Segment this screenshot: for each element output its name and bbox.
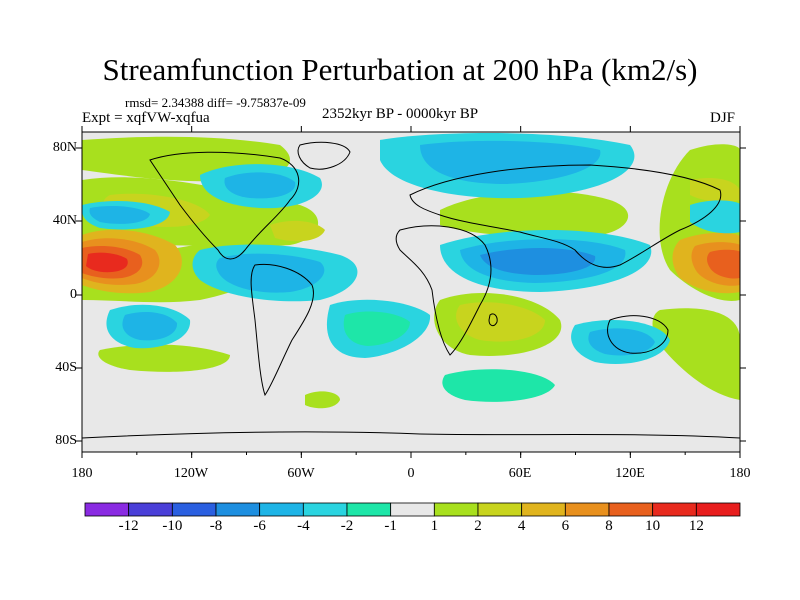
lon-label-120e: 120E xyxy=(615,466,645,481)
colorbar-swatch xyxy=(652,502,697,517)
colorbar-swatch xyxy=(433,502,479,517)
colorbar-label: -8 xyxy=(209,518,223,534)
colorbar-swatch xyxy=(477,502,523,517)
stats-text: rmsd= 2.34388 diff= -9.75837e-09 xyxy=(125,95,306,110)
lat-label-80n: 80N xyxy=(52,140,77,155)
colorbar-label: 4 xyxy=(517,518,526,534)
coast-north-america xyxy=(149,151,300,260)
colorbar-label: -4 xyxy=(297,518,310,534)
colorbar-swatch xyxy=(608,502,654,517)
colorbar-swatch xyxy=(346,502,392,517)
coast-antarctica xyxy=(82,431,740,439)
colorbar-swatch xyxy=(695,502,741,517)
colorbar-label: -2 xyxy=(340,518,354,534)
colorbar-swatch xyxy=(215,502,261,517)
experiment-label: Expt = xqfVW-xqfua xyxy=(82,110,210,126)
lon-label-180w: 180 xyxy=(71,466,93,481)
colorbar xyxy=(84,502,741,517)
colorbar-swatch xyxy=(128,502,173,517)
colorbar-swatch xyxy=(564,502,610,517)
coast-eurasia xyxy=(409,164,722,268)
colorbar-label: -1 xyxy=(384,518,397,534)
lon-label-180e: 180 xyxy=(729,466,751,481)
coastlines xyxy=(82,141,740,439)
colorbar-label: -12 xyxy=(118,518,139,534)
lon-label-0: 0 xyxy=(407,466,415,481)
colorbar-label: 1 xyxy=(430,518,439,534)
lat-label-80s: 80S xyxy=(55,433,77,448)
axis-ticks xyxy=(76,126,746,458)
season-label: DJF xyxy=(710,110,736,126)
coast-africa xyxy=(395,225,492,356)
lat-label-40s: 40S xyxy=(55,360,77,375)
lon-label-60e: 60E xyxy=(508,466,532,481)
lat-label-40n: 40N xyxy=(52,213,77,228)
colorbar-swatch xyxy=(84,502,130,517)
colorbar-label: 6 xyxy=(561,518,570,534)
colorbar-swatch xyxy=(390,502,435,517)
coast-australia xyxy=(607,315,669,354)
lat-label-0: 0 xyxy=(70,287,77,302)
colorbar-label: 2 xyxy=(474,518,482,534)
lon-label-120w: 120W xyxy=(173,466,209,481)
colorbar-swatch xyxy=(171,502,217,517)
colorbar-label: 10 xyxy=(645,518,661,534)
colorbar-label: 8 xyxy=(605,518,613,534)
coast-south-america xyxy=(250,263,314,397)
colorbar-swatch xyxy=(259,502,304,517)
colorbar-swatch xyxy=(302,502,348,517)
lon-label-60w: 60W xyxy=(287,466,315,481)
period-label: 2352kyr BP - 0000kyr BP xyxy=(322,106,479,122)
plot-title: Streamfunction Perturbation at 200 hPa (… xyxy=(102,52,698,87)
coast-greenland xyxy=(297,141,351,170)
colorbar-swatch xyxy=(521,502,566,517)
colorbar-label: -10 xyxy=(162,518,183,534)
colorbar-label: 12 xyxy=(688,518,704,534)
colorbar-label: -6 xyxy=(253,518,266,534)
